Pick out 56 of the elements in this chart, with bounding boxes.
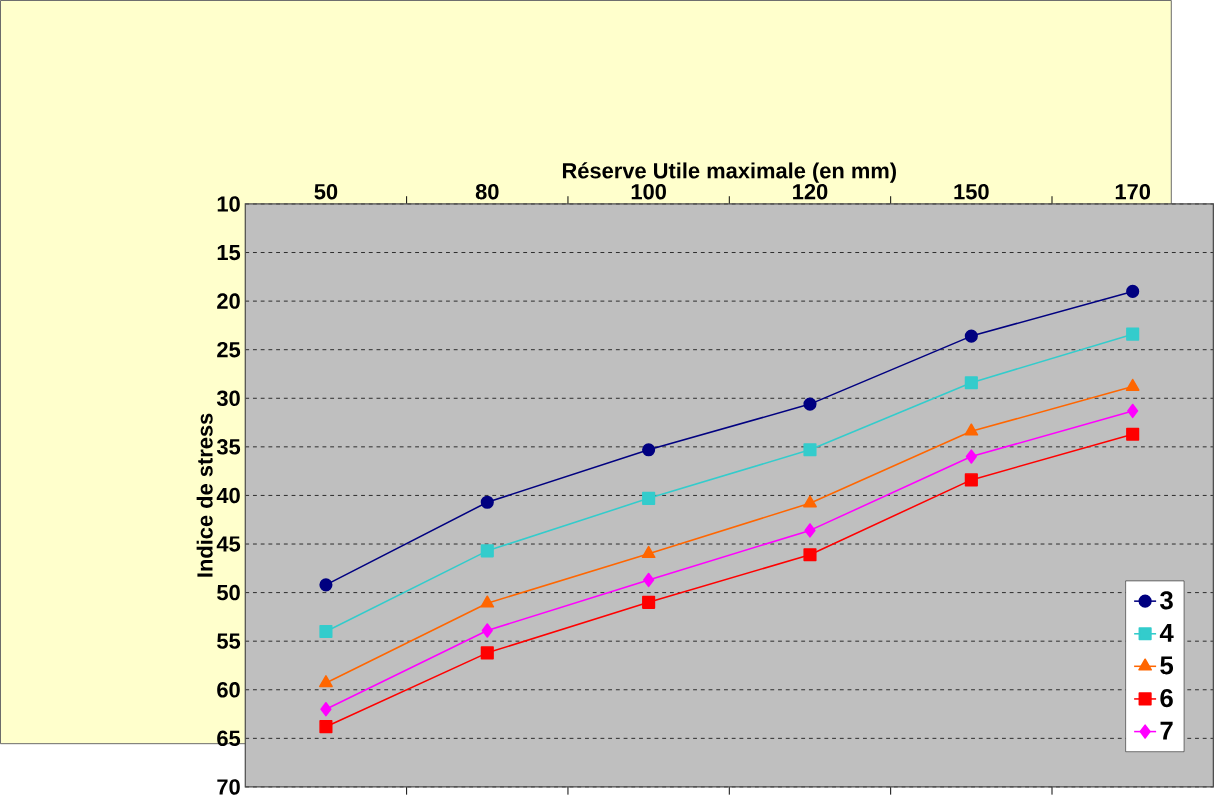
y-axis-title: Indice de stress [196, 413, 213, 577]
y-tick-label: 70 [217, 779, 240, 795]
y-tick-label: 60 [217, 682, 240, 698]
legend-label: 7 [1160, 721, 1173, 740]
point [480, 544, 494, 558]
x-tick-label: 100 [631, 183, 666, 200]
point [641, 545, 656, 559]
legend-label: 6 [1160, 689, 1173, 708]
point [480, 495, 494, 509]
y-tick-label: 30 [216, 390, 240, 407]
point [964, 473, 978, 487]
point [964, 329, 978, 343]
point [1126, 327, 1140, 341]
point [481, 623, 493, 638]
point [642, 443, 656, 457]
legend-label: 3 [1160, 591, 1173, 610]
legend-label: 5 [1160, 656, 1174, 675]
point [320, 702, 332, 717]
point [480, 595, 495, 608]
point [803, 548, 817, 562]
point [643, 572, 655, 588]
y-tick-label: 45 [216, 536, 241, 552]
x-tick-label: 80 [475, 183, 499, 200]
y-tick-label: 25 [217, 341, 241, 358]
y-tick-label: 50 [217, 584, 240, 601]
point [1126, 427, 1140, 441]
point [1127, 403, 1139, 419]
point [964, 376, 978, 390]
x-tick-label: 50 [314, 183, 338, 200]
y-tick-label: 40 [216, 487, 240, 504]
y-tick-label: 55 [217, 633, 241, 649]
x-tick-label: 150 [954, 183, 989, 200]
point [803, 443, 817, 457]
point [642, 595, 656, 609]
point [965, 449, 977, 464]
point [319, 578, 333, 592]
point [803, 495, 817, 508]
x-axis-title: Réserve Utile maximale (en mm) [562, 162, 896, 183]
y-tick-label: 15 [217, 244, 241, 261]
x-tick-label: 120 [793, 183, 828, 200]
point [804, 523, 816, 538]
point [480, 646, 494, 660]
legend-label: 4 [1159, 623, 1174, 642]
point [319, 720, 333, 734]
point [803, 397, 817, 411]
point [1125, 378, 1140, 391]
x-tick-label: 170 [1115, 183, 1151, 200]
point [642, 491, 656, 505]
y-tick-label: 65 [217, 730, 241, 747]
y-tick-label: 35 [216, 439, 241, 455]
point [319, 675, 333, 688]
point [1126, 284, 1140, 298]
point [319, 624, 333, 639]
point [964, 423, 979, 436]
y-tick-label: 10 [217, 196, 240, 212]
y-tick-label: 20 [217, 293, 240, 309]
